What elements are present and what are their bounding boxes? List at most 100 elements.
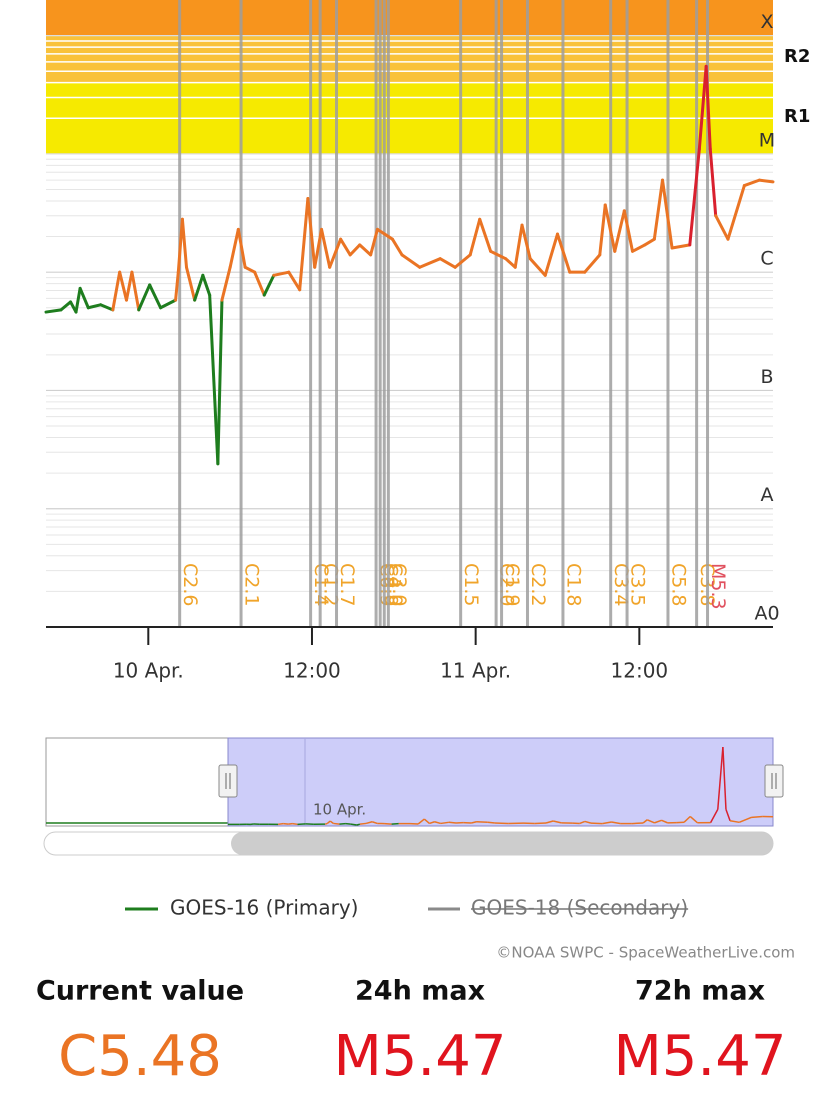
navigator-line-segment: [283, 822, 289, 825]
series-line-segment: [390, 237, 404, 257]
y-tick-label: A: [761, 484, 774, 506]
navigator-line-segment: [288, 822, 293, 825]
legend-entry[interactable]: GOES-18 (Secondary): [471, 896, 688, 920]
stat-value: M5.47: [613, 1024, 786, 1089]
navigator-handle[interactable]: [764, 764, 784, 798]
navigator-line-segment: [423, 818, 430, 825]
event-label: M5.3: [707, 563, 729, 610]
series-line-segment: [757, 178, 775, 184]
series-line-segment: [400, 253, 422, 269]
navigator-line-segment: [350, 823, 357, 826]
series-line-segment: [220, 265, 232, 302]
stat-label: 72h max: [635, 976, 765, 1007]
series-line-segment: [339, 237, 352, 257]
y-tick-label: X: [760, 11, 773, 33]
series-line-segment: [670, 243, 692, 250]
series-line-segment: [313, 227, 324, 269]
event-label: C1.5: [460, 563, 482, 606]
scrollbar-thumb[interactable]: [231, 832, 773, 855]
navigator-line-segment: [359, 822, 367, 825]
navigator-line-segment: [722, 746, 727, 810]
band: [46, 0, 773, 36]
series-line-segment: [99, 303, 115, 312]
navigator-line-segment: [725, 809, 731, 821]
navigator-line-segment: [333, 822, 340, 825]
series-line-segment: [262, 273, 276, 297]
series-line-segment: [306, 196, 317, 269]
bands: [46, 0, 773, 154]
series-line-segment: [253, 270, 266, 297]
series-line-segment: [228, 227, 240, 269]
navigator-line-segment: [584, 820, 592, 824]
y-tick-label: C: [760, 248, 773, 270]
series-line-segment: [704, 64, 712, 151]
navigator-handle[interactable]: [218, 764, 238, 798]
series-line-segment: [124, 270, 134, 302]
x-tick-label: 12:00: [283, 659, 341, 683]
series-line-segment: [180, 217, 188, 269]
series-line-segment: [520, 223, 532, 261]
navigator-line-segment: [751, 815, 763, 819]
series-line-segment: [714, 214, 730, 241]
navigator-line-segment: [324, 822, 328, 825]
series-line-segment: [358, 243, 373, 257]
navigator-line-segment: [448, 821, 457, 824]
navigator-line-segment: [709, 809, 719, 823]
stat-value: M5.47: [333, 1024, 506, 1089]
series-line-segment: [174, 270, 180, 302]
navigator-line-segment: [545, 820, 554, 824]
navigator-line-segment: [683, 815, 691, 823]
series-line-segment: [478, 217, 493, 253]
legend-entry[interactable]: GOES-16 (Primary): [170, 896, 359, 920]
series-line-segment: [159, 298, 178, 310]
series-line-segment: [688, 147, 701, 247]
series-line-segment: [148, 283, 163, 310]
event-label: C5.8: [667, 563, 689, 606]
navigator-line-segment: [729, 820, 740, 824]
x-tick-label: 12:00: [611, 659, 669, 683]
navigator-line-segment: [631, 822, 644, 825]
series-line-segment: [78, 286, 90, 310]
navigator-line-segment: [329, 820, 334, 825]
navigator-line-segment: [654, 819, 662, 824]
series-line-segment: [375, 227, 394, 241]
series-line-segment: [137, 283, 152, 312]
series-line-segment: [320, 227, 332, 269]
navigator-line-segment: [326, 820, 331, 825]
navigator-series: [227, 746, 774, 826]
navigator-line-segment: [689, 815, 698, 824]
series-line-segment: [726, 184, 746, 241]
series-line-segment: [643, 237, 656, 247]
series-line-segment: [742, 178, 761, 188]
series-line-segment: [369, 227, 379, 257]
y-tick-label: M: [759, 129, 775, 151]
navigator-line-segment: [429, 821, 435, 825]
series-line-segment: [236, 227, 247, 269]
axes: A0 A B C M X 10 Apr. 12:00 11 Apr. 12:00: [46, 11, 780, 683]
y-tick-label: B: [760, 366, 773, 388]
series-line-segment: [130, 270, 141, 312]
series-line-segment: [453, 253, 472, 269]
navigator-line-segment: [487, 821, 495, 824]
navigator-line-segment: [646, 819, 655, 824]
series-line-segment: [201, 273, 212, 297]
series-line-segment: [74, 286, 82, 314]
band-label: R1: [784, 106, 810, 127]
series-line-segment: [118, 270, 128, 302]
event-label: C2.2: [527, 563, 549, 606]
navigator-line-segment: [356, 823, 361, 826]
series-line-segment: [697, 64, 708, 151]
navigator-line-segment: [292, 822, 298, 826]
navigator-line-segment: [661, 819, 668, 824]
series-line-segment: [468, 217, 482, 257]
navigator-selection[interactable]: [227, 737, 774, 827]
band: [46, 35, 773, 83]
event-label: C2.1: [241, 563, 263, 606]
navigator-line-segment: [590, 822, 603, 825]
navigator-line-segment: [471, 821, 477, 824]
navigator-line-segment: [440, 821, 449, 825]
stat-label: Current value: [36, 976, 244, 1007]
series-line-segment: [661, 178, 674, 250]
event-label: C3.0: [388, 563, 410, 606]
